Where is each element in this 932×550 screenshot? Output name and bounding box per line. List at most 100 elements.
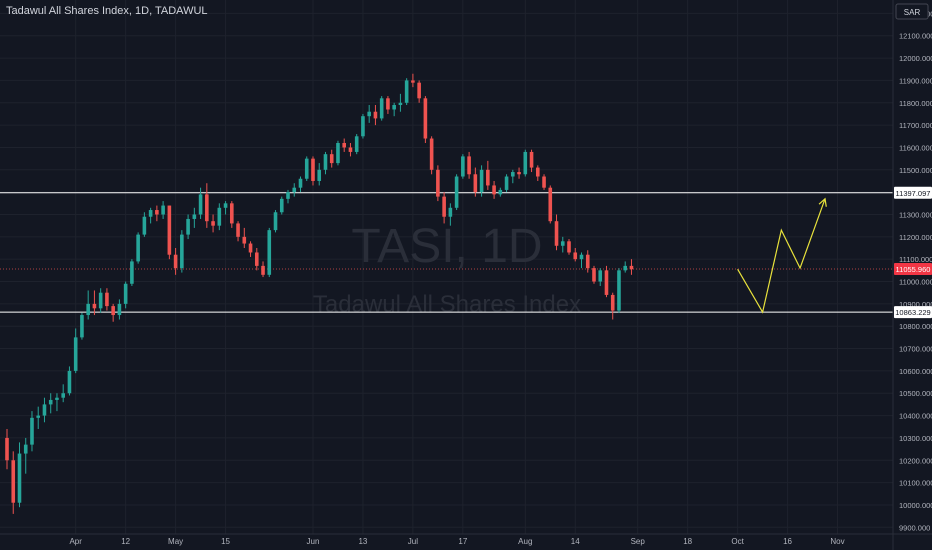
candle-body xyxy=(373,111,378,119)
candle-body xyxy=(623,265,628,271)
candle-body xyxy=(342,142,347,148)
resistance-badge xyxy=(894,186,932,199)
support-label: 10863.229 xyxy=(895,308,930,317)
projection xyxy=(737,197,827,314)
candle xyxy=(80,312,84,340)
candle-body xyxy=(292,187,297,193)
candle xyxy=(186,214,190,240)
candle xyxy=(198,187,203,219)
y-tick-label: 10900.000 xyxy=(899,300,932,309)
candle xyxy=(311,156,315,186)
candle-body xyxy=(542,176,546,188)
candle xyxy=(217,203,222,231)
y-tick-label: 12100.000 xyxy=(899,32,932,41)
candle-body xyxy=(180,234,184,269)
candle xyxy=(248,241,253,257)
candle-body xyxy=(242,236,247,244)
candle xyxy=(554,214,559,251)
y-tick-label: 10200.000 xyxy=(899,456,932,465)
x-tick-label: 16 xyxy=(783,537,792,546)
candle xyxy=(442,192,446,224)
y-tick-label: 11100.000 xyxy=(899,255,932,264)
x-tick-label: 13 xyxy=(358,537,367,546)
candle xyxy=(273,210,278,233)
candles xyxy=(5,73,634,514)
x-tick-label: May xyxy=(168,537,183,546)
watermark-symbol: TASI, 1D xyxy=(351,220,542,273)
candle-body xyxy=(535,167,540,177)
candle-body xyxy=(473,174,478,193)
candle xyxy=(610,292,615,320)
candle-body xyxy=(498,189,503,195)
candle-body xyxy=(73,337,78,371)
x-tick-label: 14 xyxy=(571,537,580,546)
candle xyxy=(254,248,259,271)
candle-body xyxy=(617,270,621,311)
candle-body xyxy=(223,203,228,208)
currency-label: SAR xyxy=(904,8,921,17)
candle-body xyxy=(598,270,603,282)
candle xyxy=(448,203,453,226)
candle-body xyxy=(304,158,309,179)
candle xyxy=(504,174,509,193)
candle xyxy=(573,248,578,262)
candle-body xyxy=(205,194,209,222)
candle xyxy=(511,169,515,184)
candle xyxy=(329,149,334,168)
candle xyxy=(117,299,122,320)
candle xyxy=(517,167,521,179)
last-price-label: 11055.960 xyxy=(896,265,931,274)
time-axis[interactable]: Apr 12 May 15 Jun 13 Jul 17 Aug 14 Sep 18 Oct 16 Nov xyxy=(0,533,932,546)
candle-body xyxy=(148,210,153,217)
candle xyxy=(67,366,72,396)
candle-body xyxy=(30,417,34,445)
candle xyxy=(148,207,153,224)
candle xyxy=(604,265,609,298)
candle xyxy=(105,288,109,311)
y-tick-label: 10800.000 xyxy=(899,322,932,331)
candle xyxy=(567,239,571,255)
candle xyxy=(361,113,365,139)
candle-body xyxy=(48,399,53,405)
projection-arrowhead xyxy=(818,197,827,207)
candle-body xyxy=(286,192,290,199)
candle-body xyxy=(523,151,528,175)
y-tick-label: 10000.000 xyxy=(899,501,932,510)
candle-body xyxy=(236,223,240,237)
candle xyxy=(486,160,490,190)
grid xyxy=(0,0,893,534)
y-tick-label: 10300.000 xyxy=(899,434,932,443)
candle-body xyxy=(86,303,90,316)
x-tick-label: 12 xyxy=(121,537,130,546)
last-price-badge xyxy=(894,263,932,276)
candle xyxy=(36,406,41,429)
y-tick-label: 11900.000 xyxy=(899,76,932,85)
resistance-label: 11397.097 xyxy=(896,189,931,198)
candle-body xyxy=(461,156,465,177)
candle-body xyxy=(117,303,122,316)
candle-body xyxy=(317,169,322,181)
x-tick-label: 18 xyxy=(683,537,692,546)
price-axis[interactable]: 12200.00012100.00012000.00011900.0001180… xyxy=(892,0,932,550)
x-tick-label: 17 xyxy=(458,537,467,546)
candle-body xyxy=(392,105,396,110)
candle xyxy=(192,207,197,228)
candle xyxy=(423,96,428,143)
candle-body xyxy=(573,252,578,260)
candle-body xyxy=(336,142,340,164)
y-tick-label: 10500.000 xyxy=(899,389,932,398)
candle-body xyxy=(230,203,234,224)
candle-body xyxy=(404,80,409,103)
candle xyxy=(230,201,234,228)
candle xyxy=(130,259,134,286)
candle-body xyxy=(61,393,66,398)
candle-body xyxy=(610,294,615,311)
candle xyxy=(223,201,228,215)
candle-body xyxy=(629,265,634,270)
currency-button[interactable]: SAR xyxy=(895,3,929,20)
candle-body xyxy=(367,111,371,117)
y-tick-label: 10100.000 xyxy=(899,479,932,488)
candle-body xyxy=(492,185,496,195)
